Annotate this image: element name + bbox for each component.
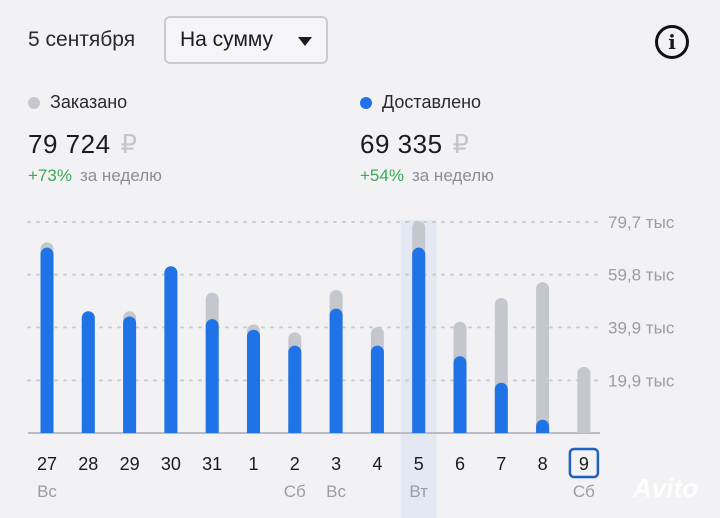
bar-delivered-base bbox=[412, 427, 426, 433]
stat-ordered-label: Заказано bbox=[50, 92, 128, 112]
x-tick-label: 30 bbox=[161, 454, 181, 474]
stat-delivered-value: 69 335 bbox=[360, 129, 443, 159]
bar-delivered-base bbox=[247, 427, 260, 433]
bar-delivered-base bbox=[164, 427, 178, 433]
bar-delivered bbox=[247, 329, 260, 433]
x-tick-label: 2 bbox=[290, 454, 300, 474]
x-tick-label: 1 bbox=[248, 454, 258, 474]
x-tick-label: 4 bbox=[372, 454, 382, 474]
mode-select-value: На сумму bbox=[180, 28, 274, 51]
mode-select[interactable]: На сумму bbox=[164, 16, 328, 64]
x-tick-label: 5 bbox=[414, 454, 424, 474]
bar-delivered-base bbox=[494, 427, 508, 433]
bar-delivered bbox=[412, 247, 426, 433]
x-weekday-label: Сб bbox=[284, 482, 306, 501]
selected-day-box bbox=[568, 447, 600, 479]
stat-ordered-delta: +73% bbox=[28, 166, 72, 185]
bar-delivered bbox=[370, 345, 384, 433]
y-tick-label: 59,8 тыс bbox=[608, 266, 675, 285]
date-label: 5 сентября bbox=[28, 28, 136, 51]
x-tick-label: 7 bbox=[496, 454, 506, 474]
x-tick-label: 28 bbox=[78, 454, 98, 474]
x-weekday-label: Вс bbox=[37, 482, 57, 501]
currency-sign: ₽ bbox=[452, 129, 470, 159]
bar-delivered bbox=[164, 266, 178, 433]
currency-sign: ₽ bbox=[120, 129, 138, 159]
bar-delivered bbox=[453, 356, 467, 433]
stat-delivered-period: за неделю bbox=[411, 166, 494, 185]
y-tick-label: 39,9 тыс bbox=[608, 318, 675, 337]
bar-delivered-base bbox=[329, 427, 343, 433]
x-tick-label: 27 bbox=[37, 454, 57, 474]
bar-delivered bbox=[329, 308, 343, 433]
bar-delivered bbox=[81, 311, 95, 433]
stat-delivered-label: Доставлено bbox=[382, 92, 482, 112]
x-tick-label: 6 bbox=[455, 454, 465, 474]
bar-delivered-base bbox=[536, 427, 550, 433]
bar-delivered bbox=[40, 247, 54, 433]
bar-delivered-base bbox=[370, 427, 384, 433]
bar-delivered-base bbox=[40, 427, 54, 433]
x-tick-label: 8 bbox=[538, 454, 548, 474]
bar-delivered-base bbox=[453, 427, 467, 433]
bar-delivered-base bbox=[205, 427, 219, 433]
bar-delivered-base bbox=[123, 427, 137, 433]
bar-ordered bbox=[577, 366, 591, 433]
info-icon[interactable]: i bbox=[655, 25, 689, 59]
x-tick-label: 29 bbox=[120, 454, 140, 474]
x-tick-label: 31 bbox=[202, 454, 222, 474]
bar-delivered bbox=[123, 316, 137, 433]
bar-delivered bbox=[288, 345, 302, 433]
stat-ordered-period: за неделю bbox=[79, 166, 162, 185]
bar-ordered bbox=[536, 282, 550, 433]
x-weekday-label: Вс bbox=[326, 482, 346, 501]
stat-delivered: Доставлено 69 335 ₽ +54% за неделю bbox=[360, 92, 494, 186]
stat-ordered: Заказано 79 724 ₽ +73% за неделю bbox=[28, 92, 162, 186]
x-weekday-label: Вт bbox=[409, 482, 428, 501]
bar-delivered-base bbox=[81, 427, 95, 433]
stat-ordered-value: 79 724 bbox=[28, 129, 111, 159]
bar-delivered bbox=[494, 382, 508, 433]
bar-delivered-base bbox=[288, 427, 302, 433]
legend-dot-delivered bbox=[360, 96, 372, 109]
x-tick-label: 9 bbox=[579, 454, 589, 474]
y-tick-label: 19,9 тыс bbox=[608, 371, 675, 390]
x-tick-label: 3 bbox=[331, 454, 341, 474]
avito-watermark: Avito bbox=[633, 473, 698, 503]
bar-delivered bbox=[205, 319, 219, 433]
chevron-down-icon bbox=[298, 37, 312, 46]
y-tick-label: 79,7 тыс bbox=[608, 213, 675, 232]
stat-delivered-delta: +54% bbox=[360, 166, 404, 185]
x-weekday-label: Сб bbox=[573, 482, 595, 501]
legend-dot-ordered bbox=[28, 96, 40, 109]
bar-ordered-base bbox=[577, 427, 591, 433]
